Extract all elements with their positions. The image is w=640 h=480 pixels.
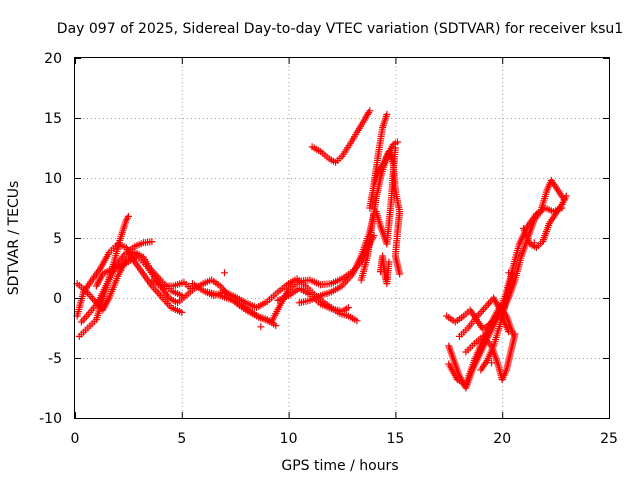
x-tick-label: 15	[386, 431, 404, 447]
data-point	[257, 323, 265, 331]
chart-title: Day 097 of 2025, Sidereal Day-to-day VTE…	[57, 21, 623, 37]
x-tick-label: 25	[600, 431, 618, 447]
x-tick-label: 0	[71, 431, 80, 447]
data-point	[394, 138, 402, 146]
series-track-22	[477, 270, 517, 374]
data-point	[366, 107, 374, 115]
y-tick-label: -10	[39, 411, 62, 427]
series-track-11	[308, 107, 374, 166]
data-point	[383, 110, 391, 118]
data-point	[530, 239, 538, 247]
data-point	[505, 269, 513, 277]
y-tick-label: 0	[53, 291, 62, 307]
data-point	[124, 212, 132, 220]
x-axis-label: GPS time / hours	[281, 458, 398, 474]
data-point	[505, 328, 513, 336]
plot-frame	[74, 57, 610, 419]
series-track-5	[92, 252, 194, 292]
y-tick-label: 5	[53, 231, 62, 247]
y-tick-label: 15	[44, 111, 62, 127]
data-point	[509, 270, 517, 278]
series-outliers	[221, 239, 538, 367]
data-marks	[73, 107, 570, 392]
series-track-23	[520, 192, 570, 252]
x-tick-label: 20	[493, 431, 511, 447]
y-axis-label: SDTVAR / TECUs	[6, 181, 22, 296]
y-tick-label: 20	[44, 51, 62, 67]
ticks	[75, 58, 610, 419]
data-point	[488, 359, 496, 367]
data-point	[511, 330, 519, 338]
data-point	[178, 308, 186, 316]
series-track-4	[77, 238, 156, 326]
y-tick-label: -5	[48, 351, 62, 367]
y-tick-label: 10	[44, 171, 62, 187]
data-point	[562, 192, 570, 200]
data-point	[353, 317, 361, 325]
data-point	[272, 322, 280, 330]
data-point	[391, 144, 399, 152]
series-track-15	[372, 144, 399, 248]
series-track-16	[376, 252, 393, 288]
x-tick-label: 5	[177, 431, 186, 447]
data-point	[396, 270, 404, 278]
data-point	[370, 232, 378, 240]
tick-labels: 0 5 10 15 20 25 -10 -5 0 5 10 15 20	[39, 51, 618, 447]
data-point	[385, 258, 393, 266]
data-point	[148, 238, 156, 246]
data-point	[344, 304, 352, 312]
x-tick-label: 10	[280, 431, 298, 447]
data-point	[221, 269, 229, 277]
